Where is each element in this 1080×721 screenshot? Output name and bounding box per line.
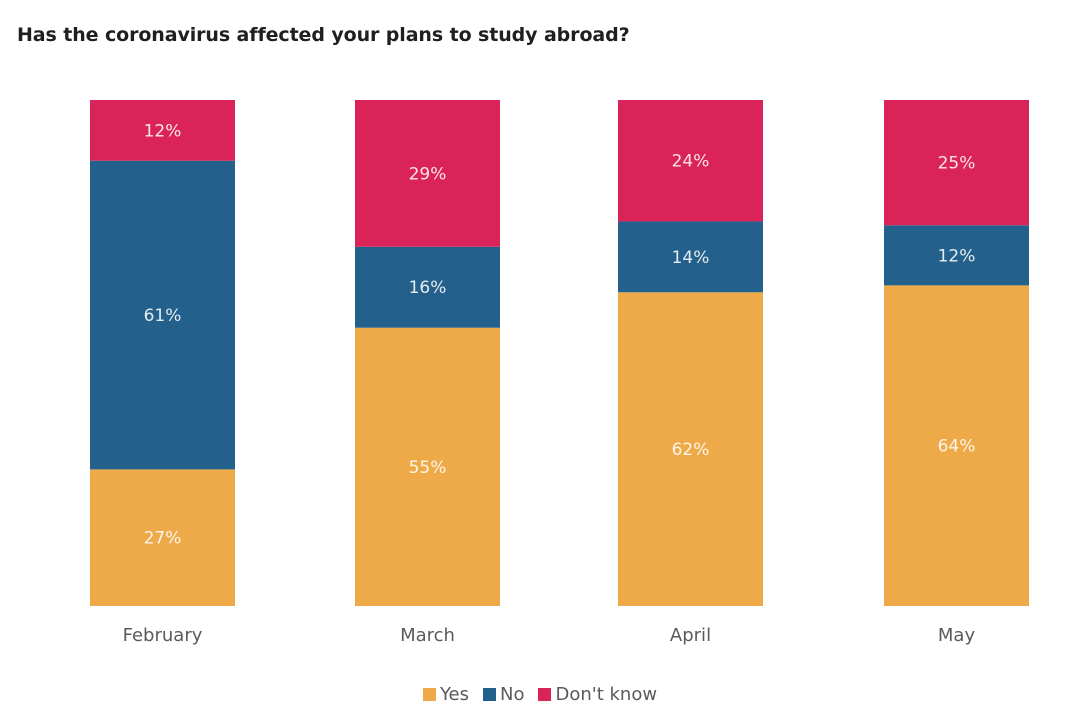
bar-segment-february-don-t-know	[90, 100, 235, 161]
legend: Yes No Don't know	[0, 684, 1080, 705]
chart-title: Has the coronavirus affected your plans …	[17, 24, 630, 46]
legend-item-yes: Yes	[422, 684, 469, 705]
legend-item-dont-know: Don't know	[538, 684, 657, 705]
legend-label-dont-know: Don't know	[555, 684, 658, 705]
data-label-march-don-t-know: 29%	[409, 164, 447, 184]
bar-segment-may-don-t-know	[884, 100, 1029, 226]
data-label-february-don-t-know: 12%	[144, 121, 182, 141]
bar-segment-may-yes	[884, 285, 1029, 606]
x-tick-label-may: May	[938, 625, 976, 646]
data-label-march-no: 16%	[409, 278, 447, 298]
legend-swatch-dont-know	[538, 688, 552, 701]
legend-label-yes: Yes	[439, 684, 469, 705]
bar-segment-february-no	[90, 160, 235, 470]
x-tick-label-april: April	[670, 625, 711, 646]
bar-segment-march-no	[355, 246, 500, 328]
x-tick-label-march: March	[400, 625, 455, 646]
data-label-may-no: 12%	[938, 246, 976, 266]
bar-group-february: 27% 61% 12%	[90, 100, 235, 606]
data-label-april-yes: 62%	[672, 440, 710, 460]
bar-group-march: 55% 16% 29%	[355, 100, 500, 606]
bar-segment-february-yes	[90, 469, 235, 606]
data-label-may-yes: 64%	[938, 437, 976, 457]
bar-segment-march-yes	[355, 327, 500, 606]
bar-segment-march-don-t-know	[355, 100, 500, 247]
bar-group-april: 62% 14% 24%	[618, 100, 763, 606]
legend-item-no: No	[483, 684, 524, 705]
legend-swatch-no	[483, 688, 496, 701]
bar-segment-may-no	[884, 225, 1029, 286]
x-tick-label-february: February	[123, 625, 203, 646]
data-label-april-no: 14%	[672, 248, 710, 268]
data-label-february-no: 61%	[144, 306, 182, 326]
legend-label-no: No	[500, 684, 525, 705]
bar-segment-april-no	[618, 221, 763, 293]
bar-segment-april-yes	[618, 292, 763, 606]
data-label-february-yes: 27%	[144, 529, 182, 549]
legend-swatch-yes	[422, 688, 436, 701]
bar-segment-april-don-t-know	[618, 100, 763, 222]
data-label-may-don-t-know: 25%	[938, 154, 976, 174]
data-label-april-don-t-know: 24%	[672, 152, 710, 172]
bar-group-may: 64% 12% 25%	[884, 100, 1029, 606]
data-label-march-yes: 55%	[409, 458, 447, 478]
